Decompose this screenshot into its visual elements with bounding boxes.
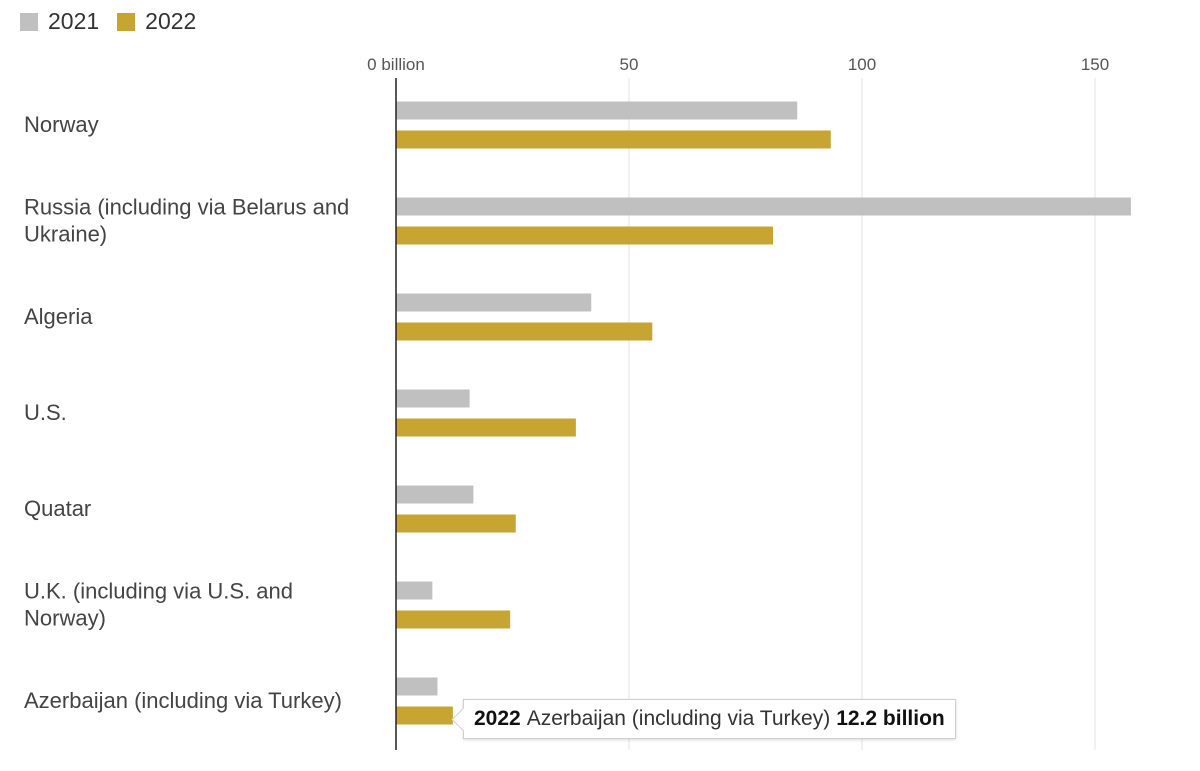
legend-swatch-2022: [117, 12, 136, 31]
legend-item-2021[interactable]: 2021: [20, 8, 99, 35]
legend-label-2022: 2022: [145, 8, 197, 34]
legend-swatch-2021: [20, 12, 38, 31]
category-label-line: Norway): [24, 606, 106, 631]
bar-2021-0: [396, 101, 798, 120]
category-label-4: Quatar: [24, 496, 91, 521]
tooltip-value: 12.2 billion: [836, 707, 945, 730]
category-label-6: Azerbaijan (including via Turkey): [24, 688, 342, 713]
category-label-line: Russia (including via Belarus and: [24, 195, 349, 220]
bar-2022-5: [396, 610, 511, 629]
category-label-line: U.S.: [24, 400, 67, 425]
x-tick-label-100: 100: [848, 55, 876, 74]
bar-2021-2: [396, 293, 592, 312]
category-label-line: Algeria: [24, 304, 93, 329]
bar-2021-4: [396, 485, 474, 504]
bar-2022-0: [396, 130, 831, 149]
category-label-line: Ukraine): [24, 222, 107, 247]
category-label-line: U.K. (including via U.S. and: [24, 579, 293, 604]
bar-2022-2: [396, 322, 653, 341]
tooltip-country: Azerbaijan (including via Turkey): [526, 707, 831, 730]
bar-2021-3: [396, 389, 470, 408]
category-label-5: U.K. (including via U.S. and Norway): [24, 579, 293, 631]
tooltip: 2022 Azerbaijan (including via Turkey) 1…: [463, 699, 956, 739]
bar-2022-4: [396, 514, 516, 533]
legend: 2021 2022: [20, 8, 196, 35]
x-tick-label-50: 50: [620, 55, 639, 74]
bar-2021-5: [396, 581, 433, 600]
legend-label-2021: 2021: [48, 8, 100, 34]
bar-2021-6: [396, 677, 438, 696]
category-label-0: Norway: [24, 112, 99, 137]
bar-2022-3: [396, 418, 576, 437]
x-tick-label-150: 150: [1081, 55, 1109, 74]
legend-item-2022[interactable]: 2022: [117, 8, 196, 35]
category-label-line: Norway: [24, 112, 99, 137]
category-label-line: Quatar: [24, 496, 91, 521]
tooltip-year: 2022: [474, 707, 521, 730]
category-label-1: Russia (including via Belarus and Ukraine…: [24, 195, 349, 247]
category-label-2: Algeria: [24, 304, 93, 329]
category-label-line: Azerbaijan (including via Turkey): [24, 688, 342, 713]
bar-2022-6: [396, 706, 453, 725]
bar-2022-1: [396, 226, 773, 245]
category-label-3: U.S.: [24, 400, 67, 425]
x-tick-label-0: 0 billion: [367, 55, 425, 74]
bar-2021-1: [396, 197, 1131, 216]
